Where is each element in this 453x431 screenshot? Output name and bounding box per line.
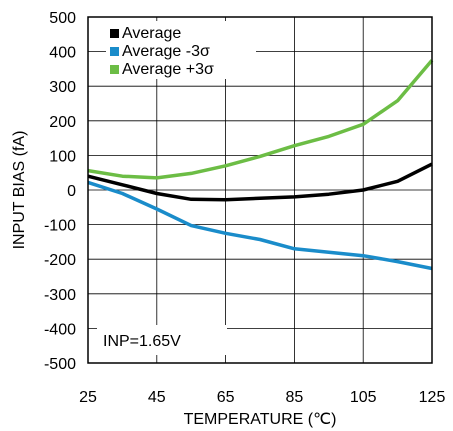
x-tick-label: 85 xyxy=(286,389,304,406)
legend-swatch xyxy=(110,65,119,74)
y-tick-label: 100 xyxy=(49,148,76,165)
legend-swatch xyxy=(110,47,119,56)
y-axis-title: INPUT BIAS (fA) xyxy=(11,131,28,250)
annotation-label: INP=1.65V xyxy=(103,333,181,350)
legend-label: Average -3σ xyxy=(122,43,210,60)
x-tick-label: 65 xyxy=(217,389,235,406)
series-line-2 xyxy=(87,59,434,180)
y-tick-label: 200 xyxy=(49,114,76,131)
series-lines xyxy=(87,59,434,271)
series-line-0 xyxy=(87,162,433,202)
annotation: INP=1.65V xyxy=(97,325,227,355)
series-line-1 xyxy=(87,180,433,271)
y-tick-label: -300 xyxy=(44,287,76,304)
y-tick-label: 400 xyxy=(49,45,76,62)
x-tick-label: 25 xyxy=(79,389,97,406)
y-tick-label: 300 xyxy=(49,79,76,96)
y-tick-label: -400 xyxy=(44,321,76,338)
legend-label: Average +3σ xyxy=(122,61,214,78)
x-tick-label: 105 xyxy=(350,389,377,406)
y-tick-label: -500 xyxy=(44,356,76,373)
x-tick-label: 45 xyxy=(148,389,166,406)
legend-label: Average xyxy=(122,25,181,42)
y-tick-label: -100 xyxy=(44,218,76,235)
y-tick-label: 500 xyxy=(49,10,76,27)
y-tick-label: -200 xyxy=(44,252,76,269)
y-tick-labels: 500 400 300 200 100 0 -100 -200 -300 -400 -500 xyxy=(44,10,76,373)
legend-background xyxy=(106,21,256,79)
x-tick-labels: 25 45 65 85 105 125 xyxy=(79,389,445,406)
plot-frame xyxy=(87,16,433,364)
annotation-background xyxy=(97,325,227,355)
y-tick-label: 0 xyxy=(67,183,76,200)
x-tick-label: 125 xyxy=(419,389,446,406)
x-axis-title: TEMPERATURE (℃) xyxy=(184,411,337,428)
legend-swatch xyxy=(110,29,119,38)
